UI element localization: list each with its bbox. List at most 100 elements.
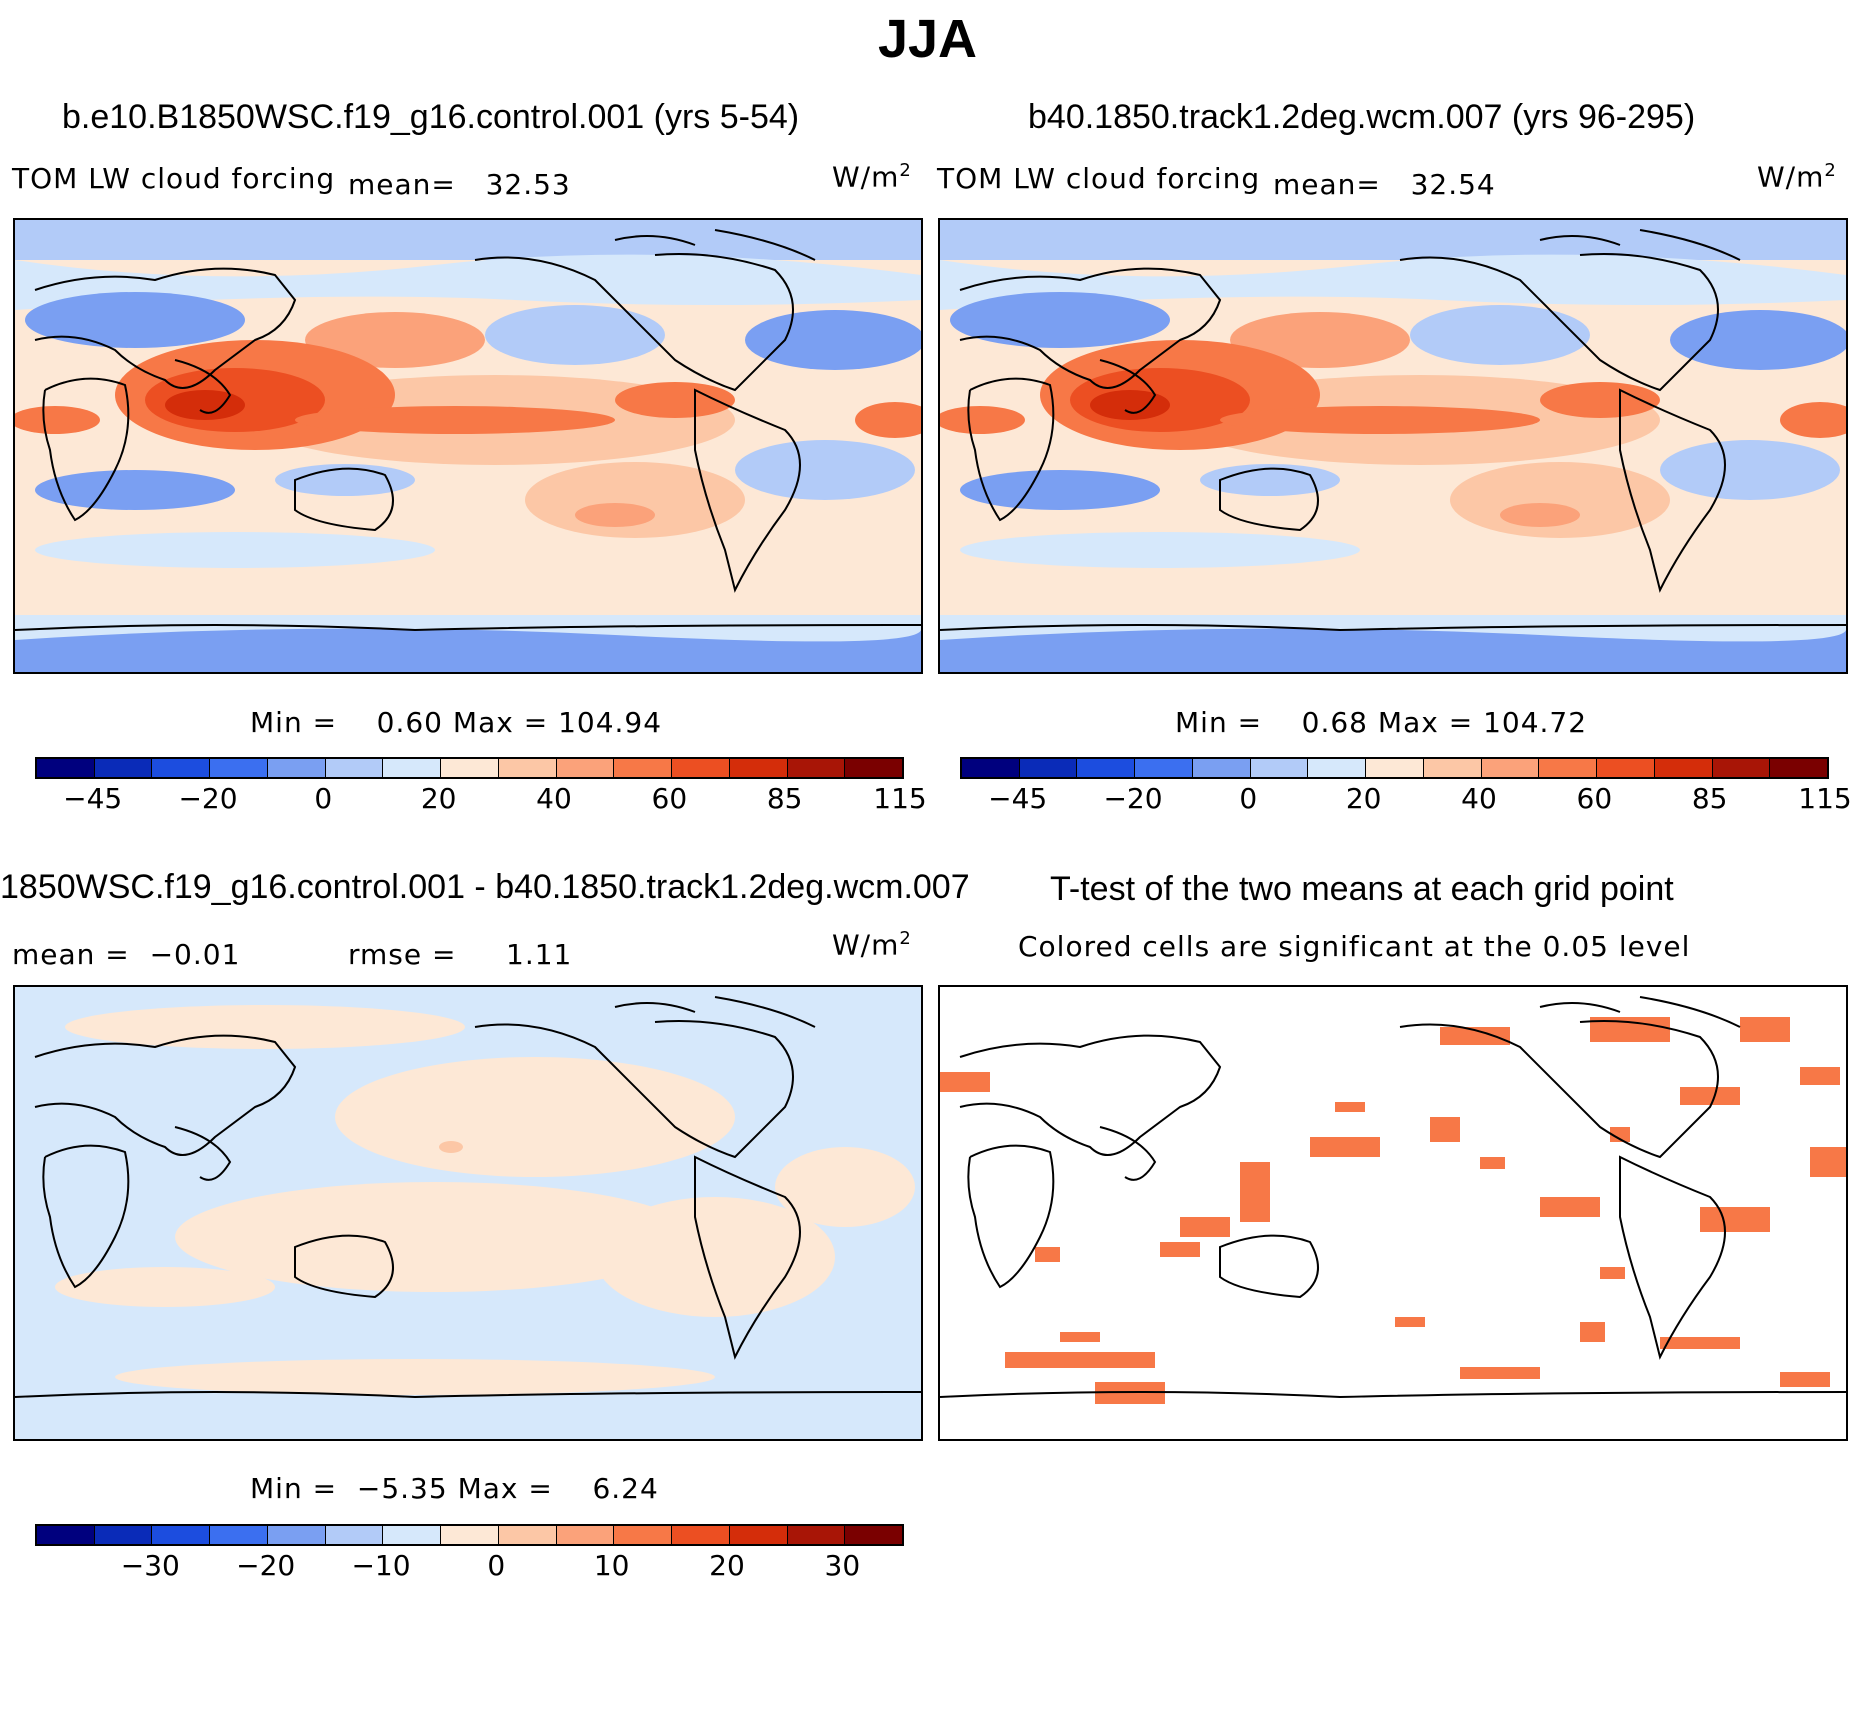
units-top-left: W/m2 (832, 160, 912, 193)
colorbar-swatch (325, 1526, 384, 1544)
mean-label: mean= (348, 168, 456, 201)
units-exponent: 2 (1824, 160, 1837, 181)
colorbar-swatch (267, 759, 326, 777)
colorbar-swatch (383, 1526, 442, 1544)
max-label: Max = (452, 706, 549, 739)
colorbar-tick-label: 60 (1576, 782, 1613, 815)
colorbar-swatch (325, 759, 384, 777)
colorbar-top-left (35, 757, 904, 779)
colorbar-swatch (845, 1526, 903, 1544)
colorbar-tick-label: 115 (1798, 782, 1852, 815)
max-value: 6.24 (592, 1472, 659, 1505)
units-bottom-left: W/m2 (832, 928, 912, 961)
min-label: Min = (1175, 706, 1263, 739)
colorbar-bottom-left (35, 1524, 904, 1546)
units-top-right: W/m2 (1757, 160, 1837, 193)
units-text: W/m (832, 160, 900, 194)
rmse-bottom-left: rmse = 1.11 (348, 938, 572, 971)
colorbar-swatch (1481, 759, 1540, 777)
map-canvas-bottom-right (940, 987, 1846, 1439)
map-canvas-bottom-left (15, 987, 921, 1439)
panel-subtitle-bottom-right: Colored cells are significant at the 0.0… (1018, 930, 1691, 963)
colorbar-swatch (729, 759, 788, 777)
colorbar-swatch (37, 1526, 95, 1544)
mean-label: mean = (12, 938, 130, 971)
colorbar-tick-label: 85 (766, 782, 803, 815)
mean-bottom-left: mean = −0.01 (12, 938, 240, 971)
colorbar-swatch (1250, 759, 1309, 777)
colorbar-tick-label: 20 (420, 782, 457, 815)
units-text: W/m (832, 928, 900, 962)
panel-title-top-right: b40.1850.track1.2deg.wcm.007 (yrs 96-295… (1028, 98, 1696, 136)
colorbar-tick-label: 0 (487, 1549, 506, 1582)
colorbar-swatch (556, 1526, 615, 1544)
colorbar-swatch (1597, 759, 1655, 777)
variable-label-top-left: TOM LW cloud forcing (12, 162, 336, 195)
colorbar-swatch (94, 1526, 153, 1544)
colorbar-ticks-bottom-left: −30 −20 −10 0 10 20 30 (35, 1549, 900, 1585)
colorbar-swatch (672, 1526, 730, 1544)
colorbar-swatch (210, 1526, 268, 1544)
mean-value: 32.54 (1410, 168, 1496, 201)
colorbar-tick-label: −20 (236, 1549, 296, 1582)
colorbar-swatch (210, 759, 268, 777)
colorbar-swatch (787, 759, 846, 777)
colorbar-tick-label: 60 (651, 782, 688, 815)
colorbar-swatch (1712, 759, 1771, 777)
colorbar-swatch (1770, 759, 1828, 777)
colorbar-ticks-top-left: −45 −20 0 20 40 60 85 115 (35, 782, 927, 818)
colorbar-swatch (1423, 759, 1482, 777)
map-bottom-left (13, 985, 923, 1441)
colorbar-swatch (152, 759, 211, 777)
max-value: 104.94 (558, 706, 663, 739)
map-top-left (13, 218, 923, 674)
colorbar-tick-label: −20 (178, 782, 238, 815)
colorbar-ticks-top-right: −45 −20 0 20 40 60 85 115 (960, 782, 1852, 818)
colorbar-tick-label: 30 (824, 1549, 861, 1582)
colorbar-swatch (556, 759, 615, 777)
colorbar-swatch (441, 759, 499, 777)
colorbar-swatch (787, 1526, 846, 1544)
colorbar-swatch (845, 759, 903, 777)
colorbar-tick-label: 10 (593, 1549, 630, 1582)
colorbar-swatch (1308, 759, 1367, 777)
min-value: −5.35 (356, 1472, 448, 1505)
colorbar-swatch (152, 1526, 211, 1544)
rmse-label: rmse = (348, 938, 457, 971)
units-text: W/m (1757, 160, 1825, 194)
panel-title-bottom-left: 1850WSC.f19_g16.control.001 - b40.1850.t… (0, 868, 970, 906)
colorbar-tick-label: 85 (1691, 782, 1728, 815)
colorbar-swatch (441, 1526, 499, 1544)
colorbar-swatch (498, 1526, 557, 1544)
colorbar-tick-label: 40 (1461, 782, 1497, 815)
colorbar-swatch (1539, 759, 1598, 777)
colorbar-swatch (614, 759, 673, 777)
min-label: Min = (250, 1472, 338, 1505)
colorbar-tick-label: −10 (351, 1549, 411, 1582)
minmax-top-left: Min = 0.60 Max = 104.94 (250, 706, 662, 739)
colorbar-tick-label: 20 (709, 1549, 745, 1582)
colorbar-swatch (1077, 759, 1136, 777)
colorbar-swatch (37, 759, 95, 777)
mean-value: 32.53 (485, 168, 571, 201)
colorbar-top-right (960, 757, 1829, 779)
colorbar-tick-label: −20 (1103, 782, 1163, 815)
map-canvas-top-right (940, 220, 1846, 672)
rmse-value: 1.11 (506, 938, 573, 971)
minmax-top-right: Min = 0.68 Max = 104.72 (1175, 706, 1587, 739)
colorbar-swatch (498, 759, 557, 777)
min-label: Min = (250, 706, 338, 739)
colorbar-swatch (729, 1526, 788, 1544)
colorbar-swatch (94, 759, 153, 777)
colorbar-swatch (1135, 759, 1193, 777)
colorbar-swatch (672, 759, 730, 777)
min-value: 0.60 (376, 706, 443, 739)
minmax-bottom-left: Min = −5.35 Max = 6.24 (250, 1472, 659, 1505)
colorbar-swatch (1019, 759, 1078, 777)
panel-title-bottom-right: T-test of the two means at each grid poi… (1050, 870, 1674, 908)
colorbar-tick-label: 0 (1239, 782, 1258, 815)
figure-title: JJA (877, 9, 978, 69)
mean-value: −0.01 (149, 938, 241, 971)
max-value: 104.72 (1483, 706, 1588, 739)
colorbar-tick-label: −45 (63, 782, 123, 815)
